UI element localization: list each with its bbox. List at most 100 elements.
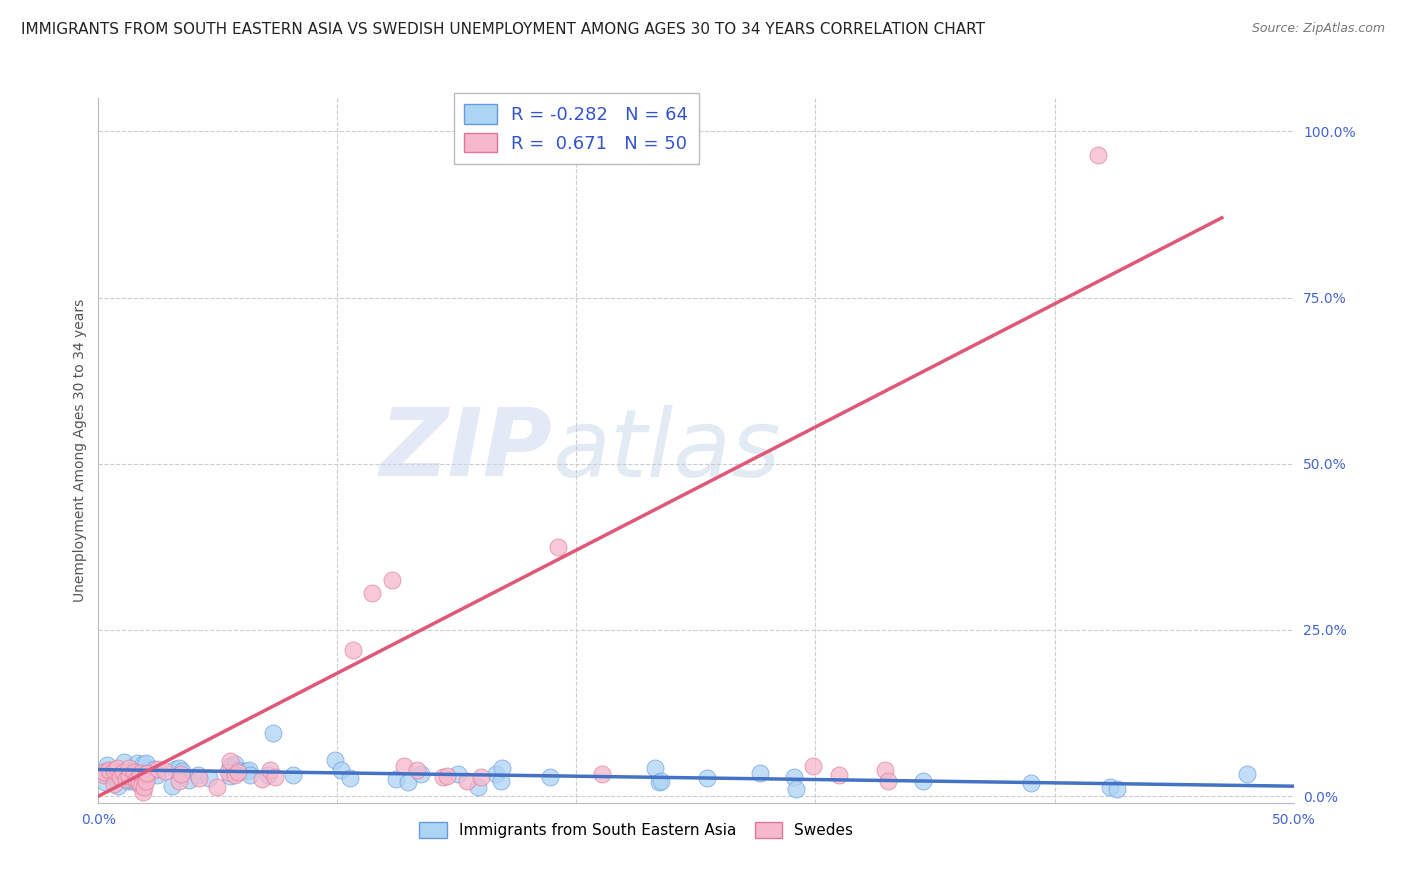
Point — [547, 540, 569, 554]
Point — [127, 756, 149, 771]
Text: ZIP: ZIP — [380, 404, 553, 497]
Point — [129, 768, 152, 782]
Point — [239, 767, 262, 781]
Point — [436, 769, 458, 783]
Point — [98, 763, 121, 777]
Point — [485, 767, 508, 781]
Point — [129, 765, 152, 780]
Point — [361, 586, 384, 600]
Point — [783, 770, 806, 784]
Legend: Immigrants from South Eastern Asia, Swedes: Immigrants from South Eastern Asia, Swed… — [413, 815, 859, 845]
Point — [432, 770, 454, 784]
Point — [385, 772, 408, 787]
Point — [238, 763, 260, 777]
Point — [1236, 767, 1258, 781]
Point — [342, 643, 364, 657]
Point — [467, 780, 489, 794]
Point — [108, 766, 131, 780]
Point — [224, 757, 246, 772]
Point — [396, 775, 419, 789]
Point — [235, 764, 257, 778]
Point — [135, 756, 157, 771]
Point — [1087, 147, 1109, 161]
Point — [103, 777, 125, 791]
Point — [446, 767, 468, 781]
Point — [115, 772, 138, 787]
Point — [1107, 781, 1129, 796]
Point — [226, 763, 249, 777]
Point — [405, 763, 427, 777]
Point — [283, 768, 305, 782]
Point — [264, 771, 287, 785]
Point — [128, 775, 150, 789]
Point — [172, 764, 194, 778]
Point — [877, 774, 900, 789]
Point — [132, 785, 155, 799]
Point — [785, 781, 807, 796]
Point — [120, 768, 142, 782]
Point — [93, 765, 115, 780]
Point — [142, 764, 165, 779]
Point — [696, 771, 718, 785]
Point — [96, 763, 118, 777]
Point — [117, 768, 139, 782]
Point — [648, 775, 671, 789]
Point — [456, 773, 478, 788]
Point — [129, 779, 152, 793]
Point — [381, 573, 404, 587]
Point — [107, 779, 129, 793]
Point — [911, 773, 934, 788]
Point — [120, 773, 142, 788]
Point — [96, 766, 118, 780]
Point — [104, 768, 127, 782]
Point — [1019, 776, 1042, 790]
Point — [117, 774, 139, 789]
Point — [219, 754, 242, 768]
Point — [121, 774, 143, 789]
Point — [132, 756, 155, 771]
Point — [112, 755, 135, 769]
Point — [129, 765, 152, 780]
Point — [828, 768, 851, 782]
Point — [93, 768, 115, 782]
Point — [538, 770, 561, 784]
Point — [125, 773, 148, 788]
Point — [205, 780, 228, 795]
Point — [103, 763, 125, 777]
Point — [135, 766, 157, 780]
Point — [93, 775, 115, 789]
Point — [491, 761, 513, 775]
Point — [259, 763, 281, 777]
Point — [1099, 780, 1122, 794]
Point — [252, 772, 274, 787]
Point — [170, 767, 193, 781]
Point — [219, 758, 242, 772]
Point — [146, 762, 169, 776]
Point — [591, 766, 613, 780]
Point — [108, 770, 131, 784]
Point — [339, 771, 361, 785]
Point — [135, 767, 157, 781]
Point — [155, 764, 177, 779]
Point — [111, 765, 134, 780]
Point — [143, 762, 166, 776]
Point — [644, 761, 666, 775]
Point — [163, 763, 186, 777]
Point — [179, 772, 201, 787]
Point — [135, 773, 157, 788]
Point — [325, 754, 347, 768]
Point — [167, 773, 190, 788]
Point — [160, 779, 183, 793]
Point — [411, 767, 433, 781]
Point — [218, 769, 240, 783]
Text: IMMIGRANTS FROM SOUTH EASTERN ASIA VS SWEDISH UNEMPLOYMENT AMONG AGES 30 TO 34 Y: IMMIGRANTS FROM SOUTH EASTERN ASIA VS SW… — [21, 22, 986, 37]
Point — [187, 771, 209, 785]
Point — [392, 758, 415, 772]
Text: Source: ZipAtlas.com: Source: ZipAtlas.com — [1251, 22, 1385, 36]
Point — [650, 774, 672, 789]
Point — [803, 759, 825, 773]
Y-axis label: Unemployment Among Ages 30 to 34 years: Unemployment Among Ages 30 to 34 years — [73, 299, 87, 602]
Point — [107, 761, 129, 775]
Point — [470, 771, 492, 785]
Point — [146, 768, 169, 782]
